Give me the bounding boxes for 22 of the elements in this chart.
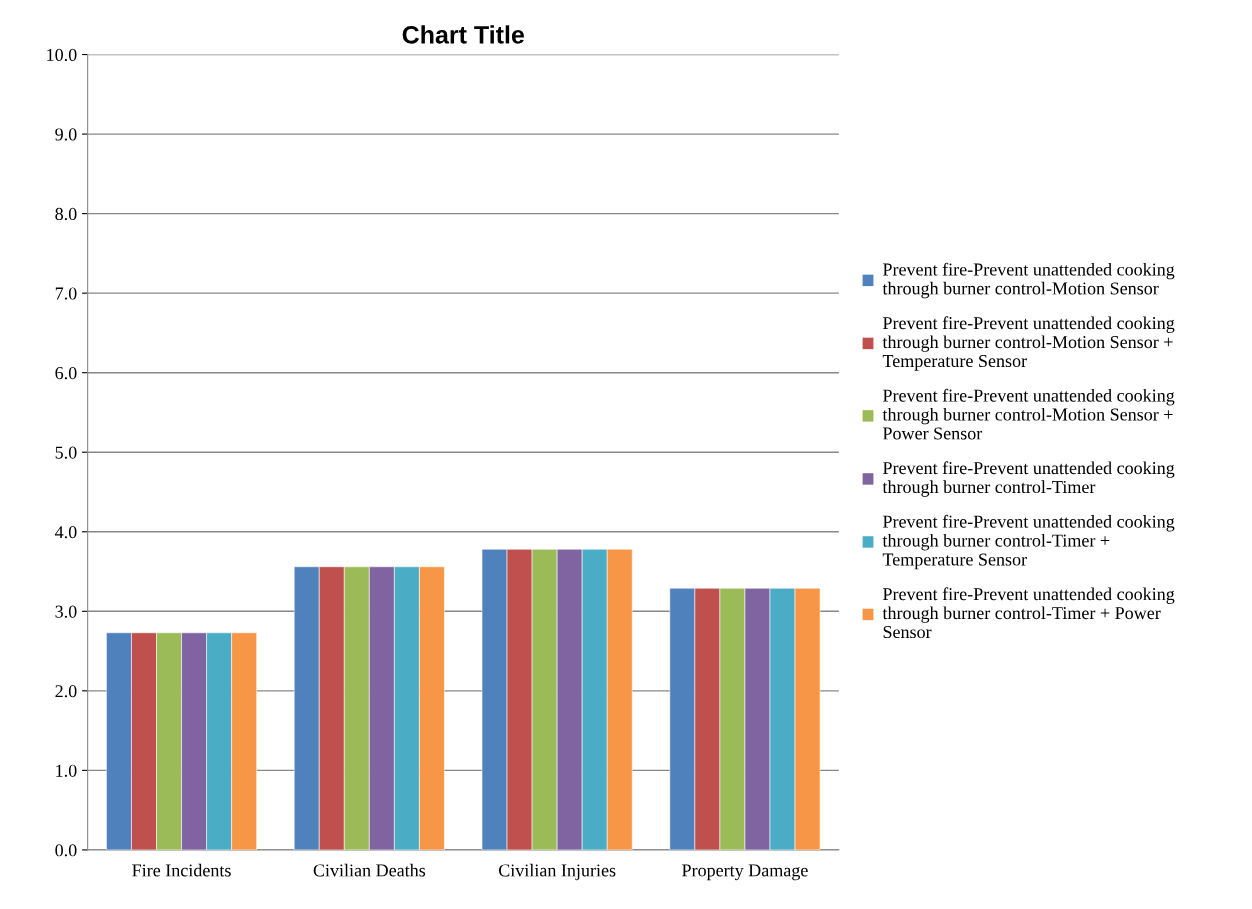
y-tick-label: 6.0 — [55, 366, 77, 380]
y-tick-label: 8.0 — [55, 207, 77, 221]
y-tick-label: 3.0 — [55, 605, 77, 618]
legend-label: Prevent fire-Prevent unattended cooking through burner control-Timer — [882, 461, 1175, 497]
legend-label: Prevent fire-Prevent unattended cooking through burner control-Timer + Power Sensor — [882, 587, 1175, 639]
chart-title: Chart Title — [402, 25, 524, 44]
y-tick-label: 7.0 — [55, 287, 77, 300]
x-tick-label: Civilian Injuries — [498, 863, 616, 881]
y-tick-label: 4.0 — [55, 526, 77, 539]
y-tick-label: 9.0 — [55, 128, 77, 141]
legend-label: Prevent fire-Prevent unattended cooking through burner control-Motion Sensor — [882, 262, 1175, 299]
y-tick-label: 2.0 — [55, 685, 77, 698]
legend-label: Prevent fire-Prevent unattended cooking through burner control-Motion Sensor + Power Sensor — [882, 388, 1175, 440]
y-tick-label: 5.0 — [55, 446, 77, 459]
x-tick-label: Property Damage — [682, 864, 808, 881]
y-tick-label: 0.0 — [55, 844, 77, 857]
legend-label: Prevent fire-Prevent unattended cooking through burner control-Timer + Temperature Sensor — [882, 514, 1175, 570]
y-tick-label: 10.0 — [47, 48, 77, 62]
x-tick-label: Fire Incidents — [132, 863, 231, 877]
x-tick-label: Civilian Deaths — [313, 863, 426, 877]
legend-label: Prevent fire-Prevent unattended cooking through burner control-Motion Sensor + Temperature Sensor — [882, 316, 1175, 371]
y-tick-label: 1.0 — [56, 764, 77, 777]
